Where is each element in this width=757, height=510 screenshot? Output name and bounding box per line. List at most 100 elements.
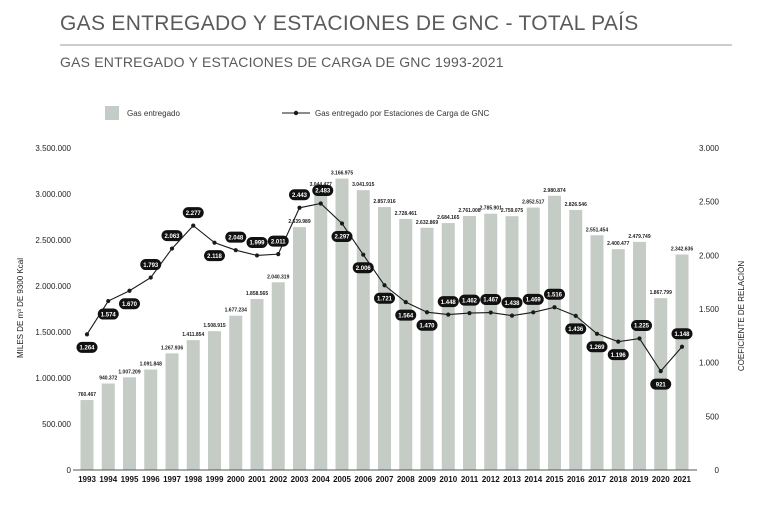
line-value-pill: 1.516 (544, 288, 565, 300)
line-point-2013 (509, 313, 515, 318)
line-point-2015 (552, 305, 557, 310)
pill-background (374, 292, 395, 304)
page-title: GAS ENTREGADO Y ESTACIONES DE GNC - TOTA… (60, 12, 639, 35)
left-axis-tick-label: 3.500.000 (35, 144, 71, 153)
line-value-pill: 1.264 (76, 341, 98, 353)
line-point-2000 (233, 248, 238, 253)
bar-1995 (123, 377, 136, 470)
bar-2010 (441, 223, 455, 470)
bar-2003 (293, 227, 306, 470)
line-value-pill: 2.063 (161, 230, 183, 242)
x-tick-1996: 1996 (142, 475, 160, 484)
line-point-2004 (318, 201, 323, 206)
bar-2019 (633, 241, 646, 470)
pill-value: 1.148 (674, 332, 690, 338)
right-axis-tick-label: 3.000 (699, 144, 720, 153)
right-axis-title: COEFICIENTE DE RELACIÓN (737, 261, 746, 371)
pill-background (289, 189, 310, 201)
x-tick-2017: 2017 (588, 475, 606, 484)
bar-2014 (526, 207, 540, 471)
bar-value-label: 2.684.165 (437, 215, 459, 221)
line-point-2014 (531, 310, 536, 315)
pill-background (631, 320, 652, 332)
bar-2001 (250, 299, 264, 470)
x-tick-2000: 2000 (227, 475, 245, 484)
legend-line-label: Gas entregado por Estaciones de Carga de… (315, 109, 490, 118)
left-axis-tick-label: 2.500.000 (35, 236, 71, 245)
pill-value: 921 (656, 382, 667, 388)
bar-1998 (186, 340, 200, 470)
pill-background (416, 319, 438, 331)
pill-background (161, 230, 183, 242)
x-tick-2005: 2005 (333, 475, 351, 484)
bar-value-label: 2.857.916 (373, 199, 395, 205)
legend-line-marker (293, 110, 299, 116)
pill-background (97, 308, 119, 320)
pill-value: 1.462 (462, 298, 478, 304)
line-point-2006 (361, 252, 366, 257)
bar-value-label: 3.041.915 (352, 182, 374, 188)
bar-2013 (505, 216, 519, 470)
pill-value: 1.448 (441, 300, 457, 306)
pill-value: 1.196 (611, 353, 627, 359)
line-value-pill: 1.196 (607, 349, 629, 361)
pill-background (204, 250, 225, 262)
pill-value: 1.269 (589, 345, 605, 351)
x-tick-2019: 2019 (631, 475, 649, 484)
left-axis-tick-label: 3.000.000 (35, 190, 71, 199)
pill-value: 1.264 (79, 346, 95, 352)
line-point-2008 (403, 300, 408, 305)
pill-value: 2.277 (186, 211, 202, 217)
bar-value-label: 2.728.461 (395, 211, 417, 217)
bar-value-label: 2.785.901 (480, 206, 502, 212)
x-tick-2004: 2004 (312, 475, 330, 484)
x-tick-2012: 2012 (482, 475, 500, 484)
line-value-pill: 1.269 (586, 341, 608, 353)
pill-background (140, 259, 162, 271)
x-tick-2015: 2015 (546, 475, 564, 484)
line-point-1998 (191, 223, 196, 228)
line-point-1999 (212, 240, 217, 245)
line-point-2009 (424, 310, 430, 315)
pill-value: 2.297 (334, 235, 350, 241)
x-tick-2013: 2013 (503, 475, 521, 484)
pill-value: 1.438 (504, 301, 520, 307)
bar-value-label: 2.980.874 (543, 188, 565, 194)
line-value-pill: 1.436 (565, 323, 587, 335)
pill-value: 1.470 (419, 323, 435, 329)
bar-2006 (356, 190, 370, 471)
bar-value-label: 1.091.848 (140, 362, 162, 368)
bar-1994 (101, 383, 115, 470)
pill-value: 1.721 (377, 296, 393, 302)
line-point-2007 (382, 283, 387, 288)
line-value-pill: 2.006 (352, 262, 374, 274)
left-axis-tick-label: 2.000.000 (35, 282, 71, 291)
line-point-2011 (467, 310, 472, 316)
bar-2002 (271, 282, 285, 470)
pill-background (565, 323, 587, 335)
bar-2007 (378, 207, 391, 471)
pill-value: 1.670 (122, 302, 138, 308)
bar-2008 (399, 218, 413, 470)
x-tick-2010: 2010 (439, 475, 457, 484)
x-tick-2018: 2018 (609, 475, 627, 484)
pill-value: 2.118 (207, 254, 222, 260)
right-axis-tick-label: 1.500 (699, 305, 720, 314)
bar-value-label: 1.677.234 (225, 308, 247, 314)
line-labels: 1.264 1.574 1.670 1.793 2.063 2.277 2.118 2.048… (76, 184, 693, 390)
line-value-pill: 1.462 (459, 294, 480, 306)
chart-subtitle: GAS ENTREGADO Y ESTACIONES DE CARGA DE G… (60, 54, 504, 70)
pill-background (459, 294, 480, 306)
line-value-pill: 2.277 (182, 207, 204, 219)
pill-value: 1.516 (547, 292, 563, 298)
line-value-pill: 1.225 (631, 320, 652, 332)
x-tick-2014: 2014 (524, 475, 542, 484)
pill-background (586, 341, 608, 353)
bar-value-label: 2.632.869 (416, 220, 438, 226)
bar-1993 (80, 400, 94, 470)
pill-value: 1.793 (143, 263, 159, 269)
pill-background (650, 378, 672, 390)
line-value-pill: 1.438 (501, 297, 523, 309)
